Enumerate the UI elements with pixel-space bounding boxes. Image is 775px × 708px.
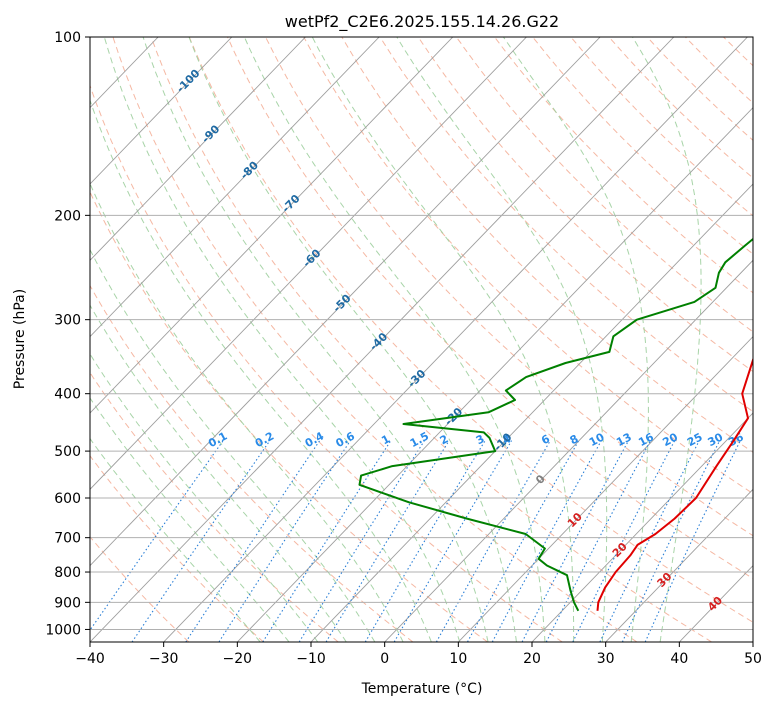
temperature-line bbox=[596, 357, 753, 611]
mixing-ratio-line bbox=[364, 440, 486, 642]
mixing-ratio-label: 25 bbox=[685, 430, 705, 449]
moist-adiabat bbox=[90, 353, 319, 642]
isotherm-line bbox=[531, 412, 753, 642]
dry-adiabat bbox=[90, 284, 414, 642]
axes: −40 −30 −20 −10 0 10 20 30 40 50 100 200 300 400 500 60… bbox=[45, 30, 762, 667]
mixing-ratio-label: 20 bbox=[660, 430, 680, 449]
moist-adiabat bbox=[632, 37, 702, 642]
isotherm-line bbox=[163, 37, 748, 642]
moist-adiabat bbox=[90, 397, 290, 642]
y-tick-label: 100 bbox=[54, 30, 81, 46]
x-tick-label: 0 bbox=[380, 651, 389, 667]
plot-background bbox=[90, 37, 753, 642]
dry-adiabat bbox=[570, 37, 753, 217]
moist-adiabat bbox=[396, 37, 608, 642]
y-tick-label: 500 bbox=[54, 444, 81, 460]
isotherm-line bbox=[237, 106, 753, 642]
moist-adiabat bbox=[90, 437, 261, 642]
mixing-ratio-line bbox=[393, 440, 513, 642]
mixing-ratio-line bbox=[572, 440, 676, 642]
mixing-ratio-line bbox=[218, 440, 351, 642]
moist-adiabat bbox=[188, 37, 517, 642]
dry-adiabat bbox=[90, 371, 339, 642]
isotherm-line bbox=[90, 37, 233, 185]
dry-adiabat bbox=[90, 84, 563, 642]
mixing-ratio-line bbox=[262, 440, 392, 642]
mixing-ratio-line bbox=[599, 440, 700, 642]
isotherm-line bbox=[0, 37, 11, 642]
x-tick-label: −20 bbox=[223, 651, 253, 667]
y-tick-label: 800 bbox=[54, 565, 81, 581]
dry-adiabat bbox=[532, 37, 753, 255]
moist-adiabat bbox=[90, 248, 376, 642]
moist-adiabat bbox=[90, 304, 347, 642]
dry-adiabat bbox=[455, 37, 753, 333]
isotherm-line bbox=[384, 259, 753, 642]
x-tick-label: −10 bbox=[296, 651, 326, 667]
x-axis-title: Temperature (°C) bbox=[361, 681, 483, 697]
plot-frame bbox=[89, 36, 754, 643]
profile-lines bbox=[358, 237, 753, 612]
dry-adiabat bbox=[150, 37, 712, 642]
y-tick-label: 700 bbox=[54, 531, 81, 547]
x-tick-label: 20 bbox=[523, 651, 541, 667]
isotherm-line bbox=[90, 37, 380, 338]
mixing-ratio-line bbox=[90, 440, 224, 632]
isotherm-line bbox=[90, 37, 675, 642]
dry-adiabat bbox=[762, 37, 775, 642]
dry-adiabat bbox=[227, 37, 753, 580]
moist-adiabat bbox=[142, 37, 489, 642]
chart-title: wetPf2_C2E6.2025.155.14.26.G22 bbox=[285, 12, 559, 32]
mixing-ratio-label: 13 bbox=[614, 430, 634, 449]
isotherm-line bbox=[752, 641, 753, 642]
moist-adiabat bbox=[502, 37, 649, 642]
dry-adiabat bbox=[303, 37, 753, 495]
x-tick-label: 40 bbox=[670, 651, 688, 667]
x-tick-label: 50 bbox=[744, 651, 762, 667]
mixing-ratio-line bbox=[325, 440, 450, 642]
dry-adiabat bbox=[188, 37, 753, 623]
isotherm-line bbox=[90, 37, 306, 261]
isotherm-line bbox=[90, 37, 601, 567]
dewpoint-line bbox=[358, 237, 753, 612]
mixing-ratio-line bbox=[435, 440, 551, 642]
mixing-ratio-line bbox=[467, 440, 580, 642]
isotherm-line bbox=[605, 488, 753, 642]
mixing-ratio-label: 30 bbox=[706, 430, 726, 449]
dry-adiabat bbox=[90, 454, 264, 642]
x-tick-label: 10 bbox=[449, 651, 467, 667]
x-tick-label: −40 bbox=[75, 651, 105, 667]
reference-lines bbox=[0, 37, 775, 642]
moist-adiabat bbox=[103, 37, 461, 642]
y-tick-label: 900 bbox=[54, 595, 81, 611]
mixing-ratio-label: 10 bbox=[587, 430, 607, 449]
y-tick-label: 1000 bbox=[45, 622, 81, 638]
dry-adiabat bbox=[417, 37, 753, 373]
dry-adiabat bbox=[265, 37, 753, 537]
mixing-ratio-line bbox=[298, 440, 425, 642]
isotherm-line bbox=[90, 37, 454, 414]
y-tick-label: 400 bbox=[54, 387, 81, 403]
dry-adiabat bbox=[112, 37, 638, 642]
y-axis-title: Pressure (hPa) bbox=[12, 289, 28, 389]
isotherm-line bbox=[458, 335, 753, 642]
isotherm-line bbox=[90, 37, 527, 490]
dry-adiabat bbox=[341, 37, 753, 453]
dry-adiabat bbox=[90, 190, 488, 642]
mixing-ratio-line bbox=[185, 440, 321, 642]
moist-adiabat bbox=[243, 37, 546, 642]
x-tick-label: −30 bbox=[149, 651, 179, 667]
y-tick-label: 300 bbox=[54, 313, 81, 329]
mixing-ratio-label: 16 bbox=[636, 430, 656, 449]
x-tick-label: 30 bbox=[597, 651, 615, 667]
mixing-ratio-line bbox=[491, 440, 602, 642]
y-tick-label: 600 bbox=[54, 491, 81, 507]
y-tick-label: 200 bbox=[54, 208, 81, 224]
isotherm-line bbox=[310, 183, 753, 642]
moist-adiabat bbox=[90, 98, 432, 642]
